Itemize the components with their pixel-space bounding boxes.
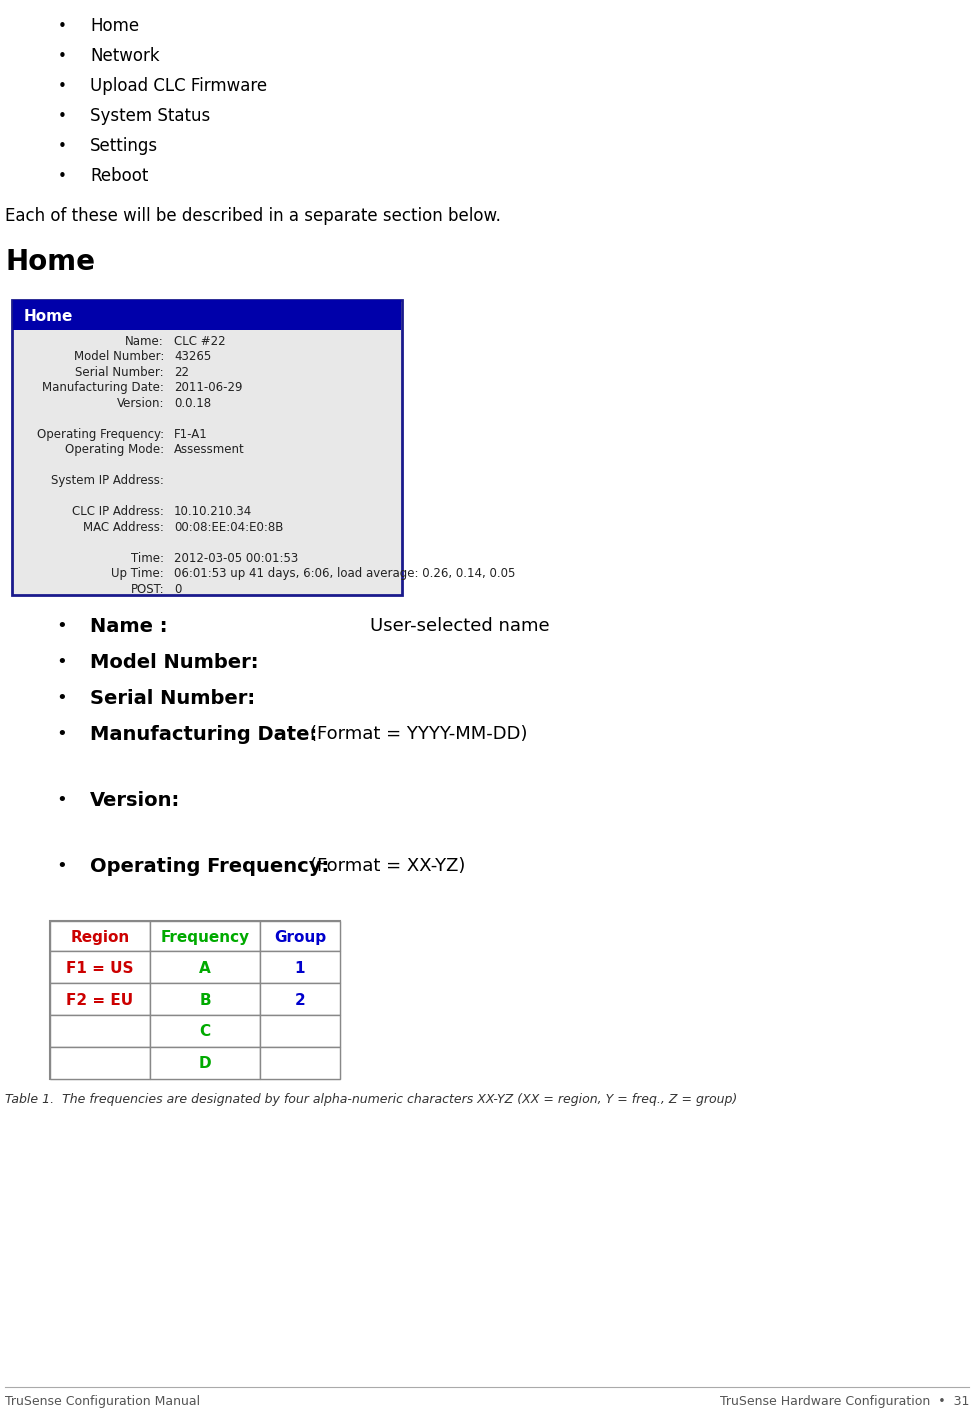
Text: •: • bbox=[56, 689, 67, 708]
Text: B: B bbox=[200, 992, 210, 1007]
Text: 10.10.210.34: 10.10.210.34 bbox=[174, 505, 252, 518]
FancyBboxPatch shape bbox=[260, 983, 340, 1015]
Text: MAC Address:: MAC Address: bbox=[83, 521, 164, 533]
Text: 06:01:53 up 41 days, 6:06, load average: 0.26, 0.14, 0.05: 06:01:53 up 41 days, 6:06, load average:… bbox=[174, 567, 515, 580]
Text: 1: 1 bbox=[295, 961, 305, 975]
Text: Version:: Version: bbox=[90, 791, 180, 809]
Text: Network: Network bbox=[90, 47, 160, 65]
FancyBboxPatch shape bbox=[50, 983, 150, 1015]
Text: •: • bbox=[57, 109, 66, 123]
FancyBboxPatch shape bbox=[260, 951, 340, 983]
Text: Manufacturing Date:: Manufacturing Date: bbox=[90, 724, 318, 743]
Text: Group: Group bbox=[274, 930, 326, 944]
Text: 43265: 43265 bbox=[174, 350, 211, 364]
Text: Each of these will be described in a separate section below.: Each of these will be described in a sep… bbox=[5, 207, 501, 225]
Text: Name :: Name : bbox=[90, 617, 168, 635]
Text: F1-A1: F1-A1 bbox=[174, 427, 207, 440]
Text: •: • bbox=[57, 48, 66, 64]
Text: Home: Home bbox=[24, 308, 73, 324]
Text: Settings: Settings bbox=[90, 137, 158, 156]
Text: (Format = YYYY-MM-DD): (Format = YYYY-MM-DD) bbox=[310, 724, 528, 743]
FancyBboxPatch shape bbox=[150, 1047, 260, 1080]
FancyBboxPatch shape bbox=[260, 921, 340, 951]
Text: 0: 0 bbox=[174, 583, 181, 596]
Text: C: C bbox=[200, 1024, 210, 1040]
Text: Operating Frequency:: Operating Frequency: bbox=[90, 856, 329, 876]
Text: Frequency: Frequency bbox=[161, 930, 249, 944]
Text: Serial Number:: Serial Number: bbox=[75, 365, 164, 378]
Text: •: • bbox=[56, 617, 67, 635]
FancyBboxPatch shape bbox=[50, 921, 340, 1080]
Text: System Status: System Status bbox=[90, 108, 210, 125]
FancyBboxPatch shape bbox=[50, 951, 150, 983]
Text: CLC IP Address:: CLC IP Address: bbox=[72, 505, 164, 518]
Text: TruSense Hardware Configuration  •  31: TruSense Hardware Configuration • 31 bbox=[720, 1395, 969, 1408]
Text: •: • bbox=[56, 791, 67, 809]
Text: Time:: Time: bbox=[131, 552, 164, 565]
Text: 22: 22 bbox=[174, 365, 189, 378]
FancyBboxPatch shape bbox=[50, 1047, 150, 1080]
FancyBboxPatch shape bbox=[260, 1015, 340, 1047]
Text: •: • bbox=[56, 724, 67, 743]
Text: Region: Region bbox=[70, 930, 130, 944]
Text: A: A bbox=[199, 961, 211, 975]
Text: Manufacturing Date:: Manufacturing Date: bbox=[42, 381, 164, 393]
Text: Upload CLC Firmware: Upload CLC Firmware bbox=[90, 76, 267, 95]
FancyBboxPatch shape bbox=[150, 983, 260, 1015]
Text: •: • bbox=[57, 168, 66, 184]
FancyBboxPatch shape bbox=[50, 921, 150, 951]
Text: TruSense Configuration Manual: TruSense Configuration Manual bbox=[5, 1395, 200, 1408]
Text: Model Number:: Model Number: bbox=[90, 652, 258, 672]
Text: •: • bbox=[57, 139, 66, 153]
Text: Operating Frequency:: Operating Frequency: bbox=[37, 427, 164, 440]
Text: •: • bbox=[56, 652, 67, 671]
Text: •: • bbox=[56, 857, 67, 874]
Text: Reboot: Reboot bbox=[90, 167, 148, 185]
FancyBboxPatch shape bbox=[12, 300, 402, 594]
Text: D: D bbox=[199, 1057, 211, 1071]
Text: •: • bbox=[57, 18, 66, 34]
Text: Name:: Name: bbox=[126, 334, 164, 348]
Text: F2 = EU: F2 = EU bbox=[66, 992, 133, 1007]
Text: F1 = US: F1 = US bbox=[66, 961, 133, 975]
FancyBboxPatch shape bbox=[150, 1015, 260, 1047]
Text: 0.0.18: 0.0.18 bbox=[174, 396, 211, 409]
Text: 2011-06-29: 2011-06-29 bbox=[174, 381, 243, 393]
Text: POST:: POST: bbox=[131, 583, 164, 596]
Text: •: • bbox=[57, 78, 66, 93]
Text: System IP Address:: System IP Address: bbox=[52, 474, 164, 487]
Text: Operating Mode:: Operating Mode: bbox=[65, 443, 164, 456]
FancyBboxPatch shape bbox=[50, 1015, 150, 1047]
Text: Up Time:: Up Time: bbox=[111, 567, 164, 580]
Text: 00:08:EE:04:E0:8B: 00:08:EE:04:E0:8B bbox=[174, 521, 283, 533]
FancyBboxPatch shape bbox=[260, 1047, 340, 1080]
Text: Model Number:: Model Number: bbox=[74, 350, 164, 364]
Text: Table 1.  The frequencies are designated by four alpha-numeric characters XX-YZ : Table 1. The frequencies are designated … bbox=[5, 1092, 737, 1105]
Text: CLC #22: CLC #22 bbox=[174, 334, 226, 348]
Text: Serial Number:: Serial Number: bbox=[90, 689, 255, 708]
Text: Assessment: Assessment bbox=[174, 443, 244, 456]
FancyBboxPatch shape bbox=[13, 300, 401, 330]
Text: Home: Home bbox=[90, 17, 139, 35]
Text: Version:: Version: bbox=[117, 396, 164, 409]
Text: 2: 2 bbox=[295, 992, 306, 1007]
Text: (Format = XX-YZ): (Format = XX-YZ) bbox=[310, 857, 466, 874]
Text: Home: Home bbox=[5, 248, 95, 276]
Text: 2012-03-05 00:01:53: 2012-03-05 00:01:53 bbox=[174, 552, 298, 565]
FancyBboxPatch shape bbox=[150, 921, 260, 951]
Text: User-selected name: User-selected name bbox=[370, 617, 549, 635]
FancyBboxPatch shape bbox=[150, 951, 260, 983]
